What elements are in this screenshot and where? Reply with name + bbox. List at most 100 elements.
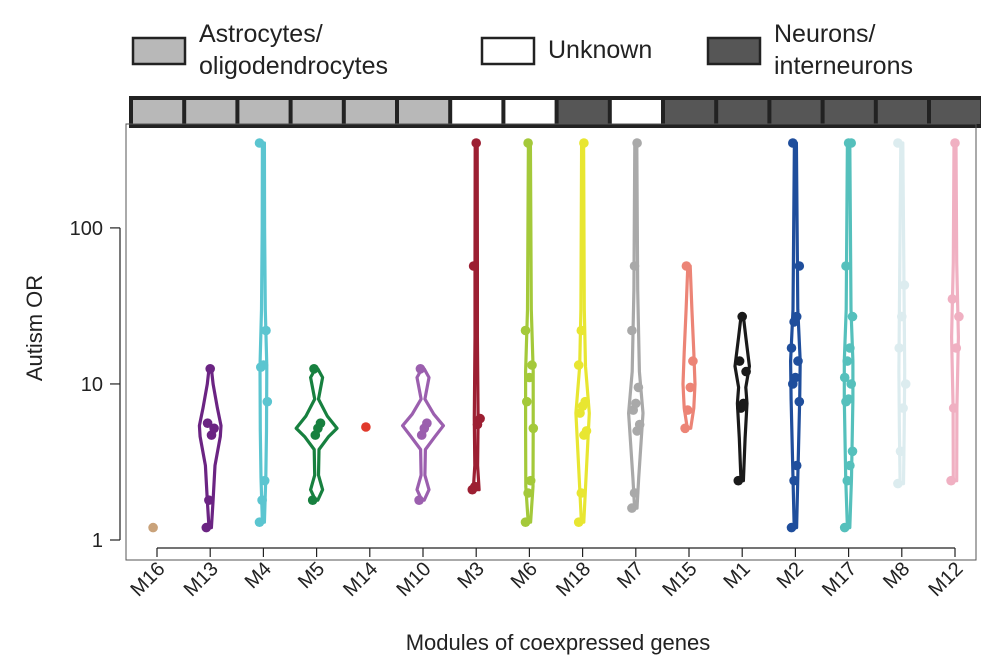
cell-type-bar [129, 96, 981, 128]
violin-group-M1 [733, 311, 751, 486]
point-M13-0 [201, 522, 212, 533]
legend-swatch-0 [131, 36, 187, 66]
point-M6-2 [525, 475, 536, 486]
point-M6-7 [520, 325, 531, 336]
point-M18-0 [573, 517, 584, 527]
legend-label-1-0: Unknown [548, 36, 652, 64]
y-tick-label-10: 10 [81, 374, 103, 396]
point-M7-7 [627, 325, 637, 336]
point-M1-3 [741, 366, 751, 377]
point-M2-2 [791, 460, 802, 471]
violin-group-M3 [467, 138, 485, 495]
point-M8-2 [898, 403, 908, 413]
point-M6-0 [520, 517, 531, 527]
point-M2-10 [794, 261, 805, 271]
violin-group-M18 [573, 138, 592, 527]
point-M4-7 [254, 138, 265, 148]
point-M15-4 [681, 261, 692, 271]
point-M4-2 [259, 475, 270, 486]
point-M15-2 [685, 382, 696, 393]
point-M13-4 [202, 418, 213, 429]
x-tick-label-M1: M1 [720, 558, 755, 593]
cell-type-cell-M5 [292, 100, 342, 124]
violin-M7 [627, 141, 645, 510]
point-M12-2 [951, 343, 962, 353]
y-axis: 1 10 100 [70, 218, 121, 552]
point-M6-5 [524, 372, 535, 383]
point-M4-3 [262, 396, 273, 407]
violin-group-M2 [786, 138, 805, 533]
cell-type-cell-M2 [771, 100, 821, 124]
violin-group-M14 [361, 422, 371, 432]
point-M8-6 [899, 280, 910, 290]
legend-swatch-2 [706, 36, 762, 66]
point-M1-4 [734, 356, 745, 366]
point-M12-4 [947, 294, 958, 304]
point-M8-4 [894, 343, 904, 353]
point-M17-5 [843, 394, 854, 404]
point-M15-1 [682, 405, 693, 415]
violin-group-M7 [627, 138, 645, 513]
point-M10-3 [422, 418, 432, 429]
legend-label-2-1: interneurons [774, 52, 913, 80]
point-M18-7 [573, 360, 584, 370]
violin-M12 [950, 141, 960, 483]
legend-label-0-1: oligodendrocytes [199, 52, 388, 80]
point-M16-0 [148, 522, 158, 533]
legend: Astrocytes/oligodendrocytes Unknown Neuron… [131, 20, 913, 80]
point-M10-0 [414, 495, 424, 506]
violin-group-M8 [893, 138, 911, 489]
point-M17-10 [847, 311, 858, 322]
point-M6-4 [522, 396, 532, 407]
point-M12-0 [946, 475, 956, 486]
point-M13-3 [209, 423, 219, 434]
point-M13-5 [205, 364, 215, 374]
cell-type-cell-M1 [718, 100, 768, 124]
violin-group-M15 [680, 261, 698, 434]
violin-group-M17 [839, 138, 858, 533]
point-M8-5 [897, 311, 907, 322]
point-M8-3 [900, 379, 911, 389]
violin-group-M10 [401, 364, 445, 506]
cell-type-cell-M7 [611, 100, 661, 124]
point-M6-3 [528, 423, 539, 434]
point-M14-0 [361, 422, 371, 432]
point-M2-5 [790, 372, 801, 383]
violin-group-M6 [520, 138, 539, 527]
point-M15-0 [680, 423, 690, 434]
point-M17-13 [846, 138, 856, 148]
point-M2-11 [788, 138, 798, 148]
x-axis-title: Modules of coexpressed genes [406, 630, 711, 655]
point-M2-6 [793, 356, 803, 366]
y-tick-label-100: 100 [70, 218, 103, 240]
cell-type-cell-M4 [239, 100, 289, 124]
x-tick-label-M7: M7 [613, 558, 648, 593]
cell-type-cell-M6 [505, 100, 555, 124]
point-M7-0 [627, 503, 637, 513]
cell-type-cell-M18 [558, 100, 608, 124]
point-M4-5 [258, 360, 269, 370]
violin-M1 [733, 315, 751, 483]
cell-type-cell-M12 [931, 100, 981, 124]
point-M8-1 [895, 446, 906, 457]
violin-M3 [471, 141, 481, 492]
point-M2-7 [786, 343, 797, 353]
point-M18-6 [580, 396, 590, 407]
cell-type-cell-M15 [665, 100, 715, 124]
legend-label-2-0: Neurons/ [774, 20, 875, 48]
point-M7-8 [629, 261, 640, 271]
violin-group-M12 [946, 138, 964, 486]
x-tick-label-M3: M3 [454, 558, 489, 593]
point-M13-1 [204, 495, 214, 506]
point-M17-11 [841, 261, 851, 271]
point-M12-5 [950, 138, 960, 148]
point-M17-6 [846, 379, 856, 389]
point-M12-1 [948, 403, 959, 413]
point-M15-3 [688, 356, 698, 366]
y-tick-label-1: 1 [92, 530, 103, 552]
cell-type-cell-M16 [133, 100, 183, 124]
plot-frame [125, 123, 977, 561]
point-M17-1 [842, 475, 853, 486]
point-M5-4 [309, 364, 319, 374]
point-M7-3 [634, 419, 645, 430]
